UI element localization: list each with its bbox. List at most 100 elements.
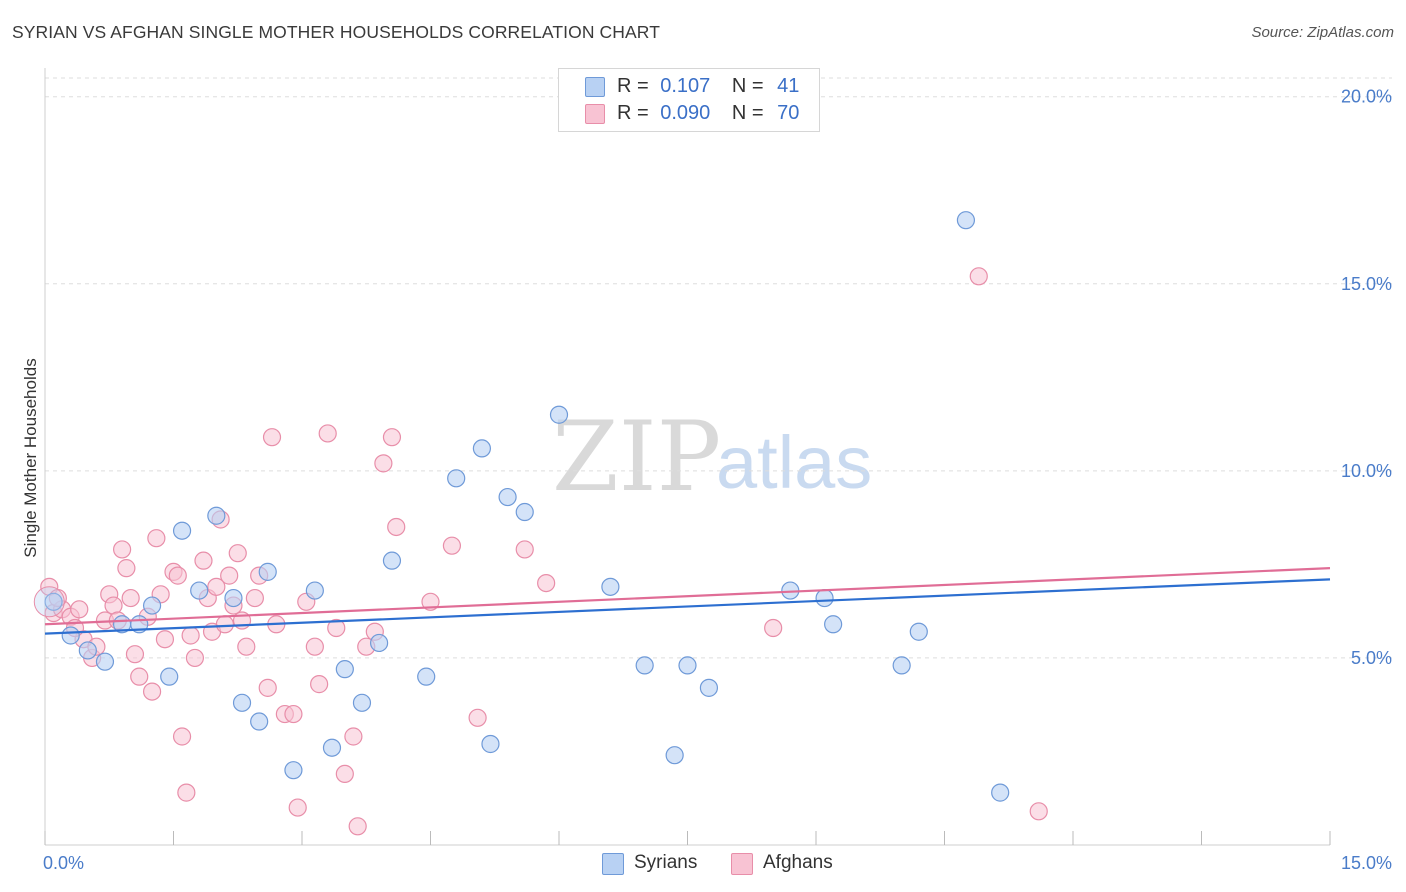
- syrians-point: [322, 738, 342, 757]
- correlation-legend: R = 0.107 N = 41 R = 0.090 N = 70: [558, 68, 820, 132]
- afghans-point: [305, 637, 324, 656]
- syrians-point: [95, 652, 115, 671]
- legend-afghans-r-label: R =: [617, 102, 649, 124]
- afghans-point: [1029, 802, 1048, 821]
- syrians-point: [305, 581, 324, 600]
- afghans-point: [142, 682, 162, 701]
- syrians-point: [815, 588, 834, 608]
- legend-syrians-r-value: 0.107: [660, 75, 711, 97]
- afghans-point: [344, 727, 363, 746]
- syrians-point: [956, 211, 976, 230]
- afghans-point: [969, 267, 988, 286]
- afghans-point: [112, 540, 132, 559]
- afghans-point: [318, 424, 337, 443]
- y-tick-label: 5.0%: [1351, 648, 1392, 668]
- afghans-point: [207, 577, 226, 596]
- syrians-point: [909, 622, 928, 641]
- legend-syrians-text: R = 0.107 N = 41: [617, 75, 799, 98]
- afghans-point: [155, 630, 175, 649]
- syrians-point: [417, 667, 436, 686]
- syrians-point: [160, 667, 179, 686]
- syrians-point: [991, 783, 1010, 802]
- cluster-point: [33, 586, 65, 618]
- afghans-legend-swatch: [731, 853, 753, 875]
- y-tick-labels: 5.0% 10.0% 15.0% 20.0%: [1341, 87, 1392, 668]
- gridlines: [45, 77, 1392, 659]
- legend-syrians-n-value: 41: [777, 75, 800, 97]
- afghans-point: [284, 704, 303, 724]
- syrians-point: [892, 656, 911, 675]
- syrians-point: [370, 633, 389, 653]
- afghans-point: [121, 588, 140, 608]
- afghans-point: [237, 637, 256, 656]
- afghans-point: [262, 428, 282, 447]
- legend-syrians-n-label: N =: [731, 75, 764, 97]
- afghans-point: [220, 566, 239, 585]
- afghans-point: [181, 626, 200, 645]
- syrians-trend-line: [44, 578, 1331, 635]
- afghans-point: [764, 618, 783, 638]
- chart-title: SYRIAN VS AFGHAN SINGLE MOTHER HOUSEHOLD…: [12, 22, 660, 42]
- afghans-point: [515, 540, 534, 559]
- afghans-points: [40, 267, 1048, 836]
- syrians-point: [44, 592, 63, 611]
- syrians-point: [382, 551, 402, 570]
- syrians-point: [61, 626, 80, 645]
- watermark-zip-text: ZIP: [552, 401, 721, 513]
- y-axis-label: Single Mother Households: [21, 358, 40, 557]
- axes: [44, 68, 1331, 846]
- afghans-point: [387, 517, 406, 537]
- syrians-point: [498, 487, 517, 507]
- afghans-point: [442, 536, 462, 555]
- afghans-point: [130, 667, 149, 686]
- afghans-point: [335, 764, 354, 784]
- watermark-atlas-text: atlas: [716, 421, 872, 504]
- afghans-trend-line: [44, 567, 1331, 626]
- legend-afghans-n-label: N =: [731, 102, 764, 124]
- afghans-swatch: [585, 104, 605, 124]
- zipatlas-watermark: ZIP atlas: [552, 401, 872, 513]
- syrians-point: [172, 521, 192, 540]
- afghans-point: [310, 675, 329, 694]
- legend-afghans-n-value: 70: [777, 102, 800, 124]
- trend-lines: [44, 567, 1331, 635]
- y-tick-label: 15.0%: [1341, 274, 1392, 294]
- syrians-point: [601, 577, 620, 596]
- afghans-point: [374, 454, 393, 473]
- syrians-point: [78, 641, 97, 660]
- afghans-point: [468, 708, 487, 727]
- syrians-point: [284, 761, 303, 780]
- afghans-point: [421, 592, 440, 611]
- afghans-point: [245, 588, 264, 608]
- syrians-legend-label: Syrians: [634, 852, 698, 873]
- afghans-point: [348, 817, 367, 836]
- syrians-point: [549, 405, 569, 424]
- syrians-point: [447, 469, 466, 488]
- afghans-point: [258, 678, 277, 697]
- syrians-point: [232, 693, 252, 712]
- syrians-swatch: [585, 77, 605, 97]
- syrians-point: [207, 506, 226, 525]
- syrians-point: [335, 660, 354, 679]
- afghans-point: [537, 573, 556, 593]
- syrians-point: [824, 615, 843, 634]
- afghans-point: [104, 596, 123, 615]
- syrians-point: [250, 712, 269, 731]
- syrians-point: [699, 678, 719, 697]
- syrians-point: [190, 581, 209, 600]
- x-tick-label: 15.0%: [1341, 853, 1392, 873]
- syrians-point: [224, 588, 243, 608]
- syrians-point: [481, 734, 500, 754]
- syrians-point: [258, 562, 277, 581]
- syrians-point: [515, 502, 534, 522]
- afghans-point: [168, 566, 187, 585]
- legend-afghans-r-value: 0.090: [660, 102, 711, 124]
- afghans-point: [177, 783, 196, 802]
- y-tick-label: 20.0%: [1341, 87, 1392, 107]
- afghans-point: [70, 600, 89, 619]
- afghans-point: [327, 618, 346, 638]
- syrians-point: [142, 596, 162, 615]
- afghans-point: [288, 798, 307, 817]
- legend-syrians-r-label: R =: [617, 75, 649, 97]
